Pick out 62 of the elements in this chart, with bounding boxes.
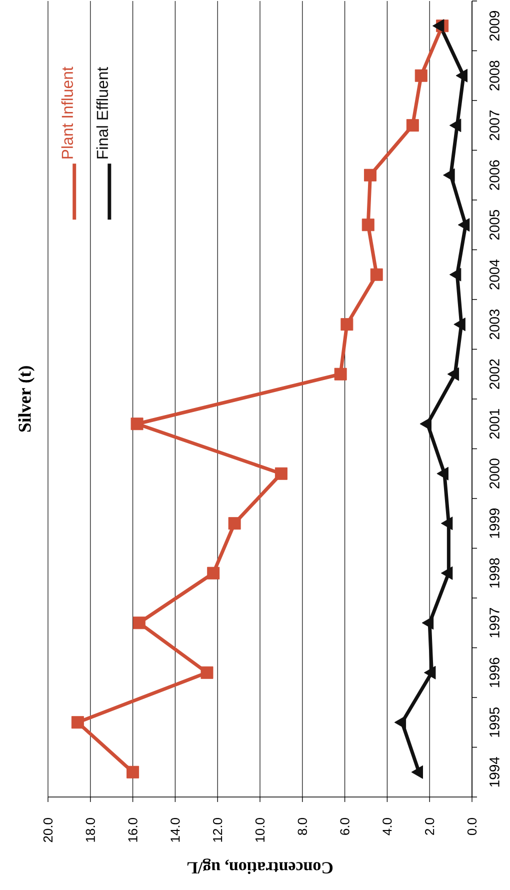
x-tick-label: 10.0 xyxy=(255,818,265,842)
text: Final Effluent xyxy=(96,67,108,158)
point xyxy=(71,716,84,729)
x-tick-label: 12.0 xyxy=(213,818,222,842)
point xyxy=(200,666,214,679)
y-tick-label: 2008 xyxy=(490,60,500,90)
point xyxy=(436,466,448,480)
y-tick-label: 1997 xyxy=(490,608,500,638)
point xyxy=(132,616,146,630)
point xyxy=(126,766,140,778)
x-tick-label: 8.0 xyxy=(298,818,307,835)
point xyxy=(424,666,436,680)
text: Plant Influent xyxy=(61,66,74,158)
point xyxy=(440,516,453,530)
point xyxy=(274,467,288,480)
point xyxy=(447,367,460,381)
point xyxy=(207,566,220,580)
point xyxy=(334,368,347,380)
text: Silver (t) xyxy=(18,366,34,432)
y-tick-label: 1994 xyxy=(490,757,500,787)
x-tick-label: 20.0 xyxy=(43,818,53,842)
y-tick-label: 2000 xyxy=(490,458,500,488)
y-tick-label: 1999 xyxy=(490,508,500,538)
point xyxy=(340,318,354,331)
point xyxy=(449,118,462,132)
y-tick-label: 1995 xyxy=(490,707,500,737)
point xyxy=(456,68,468,82)
y-tick-label: 2003 xyxy=(490,309,500,340)
point xyxy=(440,566,453,580)
y-tick-label: 2001 xyxy=(490,409,500,439)
x-tick-label: 4.0 xyxy=(382,818,392,836)
y-tick-label: 2005 xyxy=(490,210,500,240)
point xyxy=(422,616,434,630)
point xyxy=(432,19,444,33)
point xyxy=(420,417,432,431)
point xyxy=(454,318,466,332)
point xyxy=(458,218,470,232)
y-tick-label: 1996 xyxy=(490,658,500,688)
x-tick-label: 18.0 xyxy=(86,818,95,842)
point xyxy=(449,268,462,282)
point xyxy=(364,168,376,182)
point xyxy=(406,119,419,132)
x-tick-label: 2.0 xyxy=(425,818,434,835)
point xyxy=(130,418,144,430)
point xyxy=(370,268,383,281)
point xyxy=(228,517,241,530)
point xyxy=(362,218,374,232)
point xyxy=(411,765,423,779)
y-tick-label: 2007 xyxy=(490,110,500,140)
point xyxy=(443,168,455,182)
x-axis-title: Concentration, ug/L xyxy=(187,858,333,874)
y-tick-label: 1998 xyxy=(490,558,500,588)
x-tick-label: 0.0 xyxy=(467,818,477,836)
point xyxy=(414,69,428,82)
x-tick-label: 16.0 xyxy=(128,818,138,842)
y-tick-label: 2002 xyxy=(490,359,500,389)
x-tick-label: 6.0 xyxy=(340,818,350,835)
y-tick-label: 2006 xyxy=(490,160,500,190)
y-tick-label: 2004 xyxy=(490,260,500,290)
x-tick-label: 14.0 xyxy=(170,818,180,842)
y-tick-label: 2009 xyxy=(490,11,500,41)
point xyxy=(394,716,406,730)
